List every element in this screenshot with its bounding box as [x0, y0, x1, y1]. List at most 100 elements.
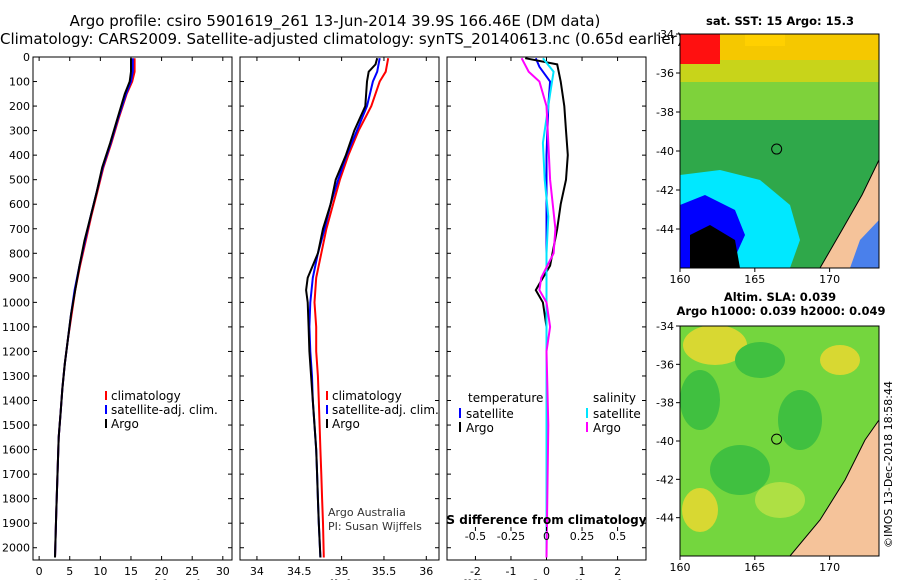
y-tick-label: 2000 — [2, 542, 30, 555]
x-tick-label: 25 — [185, 565, 199, 578]
y-tick-label: 700 — [9, 223, 30, 236]
x-tick-label: 36 — [419, 565, 433, 578]
map-y-tick-label: -42 — [656, 184, 674, 197]
y-tick-label: 200 — [9, 100, 30, 113]
y-tick-label: 1900 — [2, 517, 30, 530]
map-x-tick-label: 165 — [744, 561, 765, 574]
legend-label: Argo — [332, 417, 360, 431]
x-axis-label: temperature (deg C) — [63, 578, 202, 580]
sst-map-title: sat. SST: 15 Argo: 15.3 — [705, 14, 855, 28]
series-line-climatology — [313, 58, 390, 558]
x-tick-label: 15 — [124, 565, 138, 578]
y-tick-label: 300 — [9, 125, 30, 138]
legend-label: satellite-adj. clim. — [332, 403, 439, 417]
y-tick-label: 1500 — [2, 419, 30, 432]
x-axis-label: T difference from climatology — [447, 578, 647, 580]
legend-title-temperature: temperature — [468, 391, 543, 405]
y-tick-label: 1300 — [2, 370, 30, 383]
x-tick-label: 35 — [335, 565, 349, 578]
map-x-tick-label: 160 — [670, 273, 691, 286]
x-tick-label: 5 — [66, 565, 73, 578]
x-tick-label: -1 — [505, 565, 516, 578]
series-line-satellite-adj-clim- — [308, 58, 381, 558]
map-y-tick-label: -38 — [656, 106, 674, 119]
x-tick-label: 10 — [93, 565, 107, 578]
y-tick-label: 500 — [9, 174, 30, 187]
map-x-tick-label: 170 — [819, 561, 840, 574]
y-tick-label: 1400 — [2, 395, 30, 408]
s-x-tick-label: 0.5 — [609, 530, 627, 543]
legend-label: climatology — [332, 389, 402, 403]
series-line-salinity-satellite — [541, 57, 555, 558]
annotation-text: Argo Australia — [328, 506, 406, 519]
x-tick-label: 34 — [250, 565, 264, 578]
map-y-tick-label: -40 — [656, 145, 674, 158]
x-tick-label: 30 — [216, 565, 230, 578]
chart-title-line2: Climatology: CARS2009. Satellite-adjuste… — [0, 30, 683, 48]
map-y-tick-label: -44 — [656, 512, 674, 525]
y-tick-label: 400 — [9, 149, 30, 162]
sla-map-image — [680, 326, 879, 556]
x-tick-label: 1 — [579, 565, 586, 578]
series-line-argo — [54, 58, 132, 558]
map-y-tick-label: -40 — [656, 435, 674, 448]
panel-1-frame — [32, 56, 233, 561]
y-tick-label: 600 — [9, 198, 30, 211]
map-y-tick-label: -36 — [656, 358, 674, 371]
legend-label: Argo — [593, 421, 621, 435]
map-y-tick-label: -42 — [656, 473, 674, 486]
legend-label: Argo — [466, 421, 494, 435]
map-y-tick-label: -36 — [656, 67, 674, 80]
s-x-tick-label: -0.5 — [465, 530, 486, 543]
x-tick-label: 20 — [155, 565, 169, 578]
map-x-tick-label: 160 — [670, 561, 691, 574]
argo-float-marker — [771, 433, 783, 445]
map-x-tick-label: 165 — [744, 273, 765, 286]
sla-map-subtitle: Argo h1000: 0.039 h2000: 0.049 — [676, 304, 886, 318]
series-line-argo — [305, 57, 379, 558]
x-tick-label: 0 — [543, 565, 550, 578]
map-y-tick-label: -38 — [656, 397, 674, 410]
series-line-salinity-argo — [520, 57, 557, 558]
argo-float-marker — [771, 143, 783, 155]
series-line-satellite-adj-clim- — [54, 58, 134, 558]
panel-2-frame — [239, 56, 440, 561]
y-tick-label: 0 — [23, 51, 30, 64]
legend-label: Argo — [111, 417, 139, 431]
x-axis-label: salinity — [315, 578, 365, 580]
y-tick-label: 100 — [9, 76, 30, 89]
y-tick-label: 1100 — [2, 321, 30, 334]
map-y-tick-label: -34 — [656, 28, 674, 41]
series-line-temperature-argo — [525, 57, 569, 558]
x-tick-label: 34.5 — [287, 565, 312, 578]
s-x-tick-label: -0.25 — [497, 530, 525, 543]
annotation-text: PI: Susan Wijffels — [328, 520, 422, 533]
x-tick-label: 2 — [614, 565, 621, 578]
sst-map-image — [680, 34, 879, 268]
map-x-tick-label: 170 — [819, 273, 840, 286]
map-y-tick-label: -34 — [656, 320, 674, 333]
y-tick-label: 900 — [9, 272, 30, 285]
s-x-tick-label: 0.25 — [570, 530, 595, 543]
y-tick-label: 1200 — [2, 345, 30, 358]
y-tick-label: 1000 — [2, 296, 30, 309]
legend-label: satellite — [593, 407, 641, 421]
y-tick-label: 1600 — [2, 444, 30, 457]
legend-label: satellite — [466, 407, 514, 421]
x-tick-label: -2 — [470, 565, 481, 578]
s-x-tick-label: 0 — [543, 530, 550, 543]
y-tick-label: 800 — [9, 247, 30, 260]
s-axis-title: S difference from climatology — [446, 513, 646, 527]
legend-title-salinity: salinity — [593, 391, 636, 405]
series-line-climatology — [54, 58, 136, 558]
legend-label: satellite-adj. clim. — [111, 403, 218, 417]
legend-label: climatology — [111, 389, 181, 403]
map-y-tick-label: -44 — [656, 223, 674, 236]
y-tick-label: 1700 — [2, 468, 30, 481]
y-tick-label: 1800 — [2, 493, 30, 506]
chart-title-line1: Argo profile: csiro 5901619_261 13-Jun-2… — [69, 12, 601, 30]
x-tick-label: 0 — [36, 565, 43, 578]
x-tick-label: 35.5 — [372, 565, 397, 578]
sla-map-title: Altim. SLA: 0.039 — [723, 290, 837, 304]
